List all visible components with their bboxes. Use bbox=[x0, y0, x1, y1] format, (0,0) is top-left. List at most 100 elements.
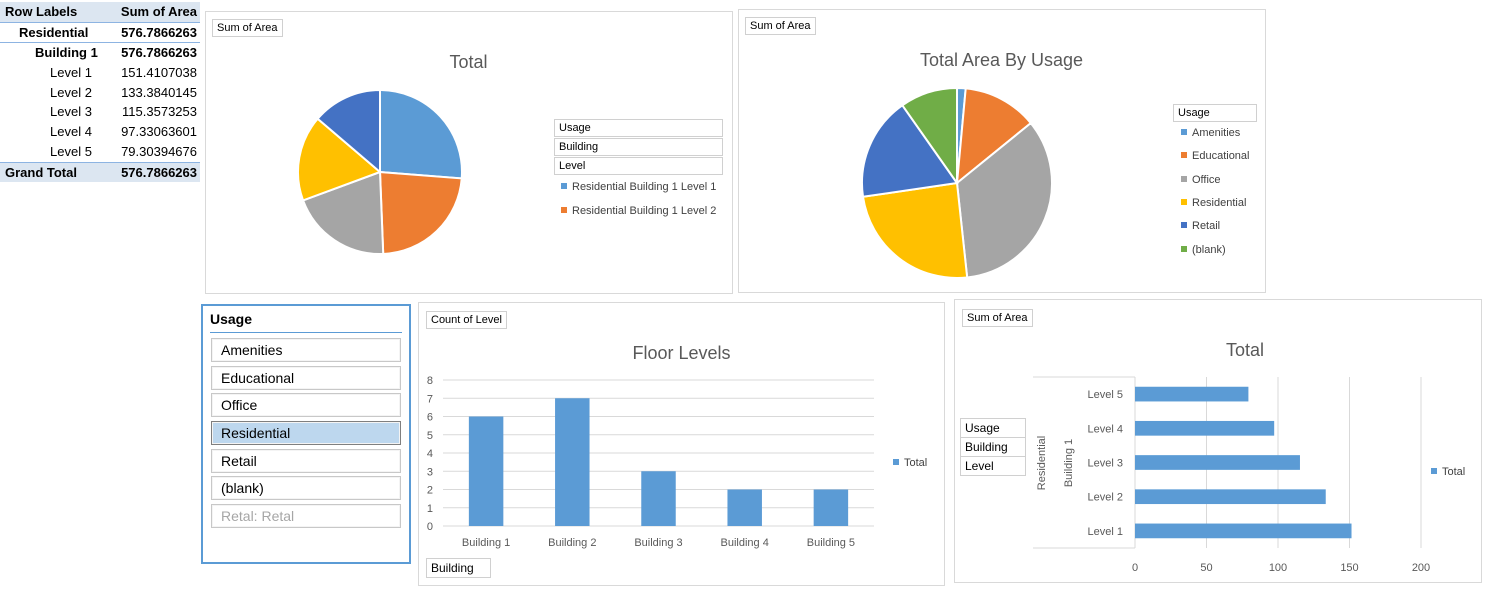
pivot-row-level-5[interactable]: Level 5 79.30394676 bbox=[0, 142, 200, 162]
legend-field-level[interactable]: Level bbox=[554, 157, 723, 175]
legend-swatch bbox=[561, 183, 567, 190]
legend-entry: Residential Building 1 Level 2 bbox=[561, 205, 716, 217]
pivot-row-value: 576.7866263 bbox=[121, 45, 197, 61]
legend-label: Total bbox=[904, 457, 928, 469]
x-tick-label: Building 1 bbox=[462, 537, 510, 549]
pie-slice[interactable] bbox=[316, 88, 381, 175]
bar[interactable] bbox=[1135, 489, 1326, 505]
bar[interactable] bbox=[641, 471, 676, 526]
y-tick-label: 2 bbox=[427, 485, 433, 497]
pivot-row-residential[interactable]: Residential 576.7866263 bbox=[0, 23, 200, 44]
bar[interactable] bbox=[468, 416, 504, 527]
y-tick-label: 4 bbox=[427, 448, 433, 460]
legend-label: Amenities bbox=[1192, 127, 1241, 139]
bar-chart-total[interactable]: Sum of Area Total Usage Building Level 0… bbox=[954, 299, 1482, 583]
legend-field-usage[interactable]: Usage bbox=[1173, 104, 1257, 122]
pivot-row-label: Level 4 bbox=[50, 124, 92, 140]
y-tick-label: Level 2 bbox=[1088, 492, 1123, 504]
slicer-divider bbox=[210, 332, 402, 333]
pivot-row-level-1[interactable]: Level 1 151.4107038 bbox=[0, 63, 200, 83]
bar-plot: 0 50 100 150 200 Residential Building 1 Level 1… bbox=[1033, 376, 1430, 574]
slicer-item-residential[interactable]: Residential bbox=[211, 421, 401, 445]
slicer-item-blank[interactable]: (blank) bbox=[211, 476, 401, 500]
column-plot: 0 1 2 3 4 5 6 7 8 Building 1 Building 2 Building 3 B… bbox=[427, 375, 874, 549]
slicer-item-retail[interactable]: Retail bbox=[211, 449, 401, 473]
pie-slice[interactable] bbox=[861, 103, 959, 198]
bar[interactable] bbox=[1135, 523, 1352, 539]
y-tick-label: Level 5 bbox=[1088, 389, 1123, 401]
legend-swatch bbox=[1181, 245, 1187, 252]
slicer-item-amenities[interactable]: Amenities bbox=[211, 338, 401, 362]
group-label-usage: Residential bbox=[1036, 436, 1048, 490]
legend-entry: Total bbox=[893, 457, 927, 469]
y-tick-label: 7 bbox=[427, 393, 433, 405]
axis-field-building[interactable]: Building bbox=[960, 437, 1026, 457]
bar[interactable] bbox=[555, 398, 590, 526]
slicer-item-office[interactable]: Office bbox=[211, 393, 401, 417]
legend-entry: Total bbox=[1431, 466, 1465, 478]
chart-title: Total bbox=[449, 52, 488, 72]
legend-label: (blank) bbox=[1192, 243, 1226, 256]
legend-swatch bbox=[1181, 129, 1187, 136]
y-tick-label: Level 3 bbox=[1088, 458, 1123, 470]
x-tick-label: Building 5 bbox=[807, 537, 855, 549]
pie-chart-usage[interactable]: Sum of Area Total Area By Usage Usage Am… bbox=[738, 9, 1266, 293]
pie-slice[interactable] bbox=[900, 86, 958, 187]
legend-swatch bbox=[561, 207, 567, 214]
pivot-grand-value: 576.7866263 bbox=[121, 164, 197, 180]
pivot-table: Row Labels Sum of Area Residential 576.7… bbox=[0, 2, 200, 183]
axis-field-level[interactable]: Level bbox=[960, 456, 1026, 476]
x-tick-label: 150 bbox=[1340, 562, 1358, 574]
legend-entry: Educational bbox=[1181, 150, 1250, 162]
legend-entry: Amenities bbox=[1181, 127, 1240, 139]
bar[interactable] bbox=[727, 489, 762, 527]
slicer-title: Usage bbox=[210, 311, 253, 327]
pie-slice[interactable] bbox=[861, 181, 969, 279]
y-tick-label: 1 bbox=[427, 503, 433, 515]
y-tick-label: 5 bbox=[427, 430, 433, 442]
slicer-item-educational[interactable]: Educational bbox=[211, 366, 401, 390]
pie-slice[interactable] bbox=[955, 121, 1053, 279]
chart-title: Total Area By Usage bbox=[919, 50, 1084, 70]
pivot-grand-total-row[interactable]: Grand Total 576.7866263 bbox=[0, 161, 200, 183]
pivot-row-building-1[interactable]: Building 1 576.7866263 bbox=[0, 43, 200, 63]
bar[interactable] bbox=[1135, 420, 1275, 436]
pivot-row-level-4[interactable]: Level 4 97.33063601 bbox=[0, 122, 200, 142]
y-tick-label: 0 bbox=[427, 521, 433, 533]
legend-field-building[interactable]: Building bbox=[554, 138, 723, 156]
value-field-button[interactable]: Sum of Area bbox=[745, 17, 816, 35]
pivot-row-value: 79.30394676 bbox=[121, 143, 197, 159]
legend-label: Retail bbox=[1192, 220, 1221, 233]
legend-entry: Residential bbox=[1181, 197, 1246, 209]
legend-label: Educational bbox=[1192, 150, 1250, 163]
usage-slicer[interactable]: Usage Amenities Educational Office Resid… bbox=[201, 304, 411, 564]
bar[interactable] bbox=[813, 489, 849, 527]
pie-slice[interactable] bbox=[301, 170, 385, 255]
value-field-button[interactable]: Sum of Area bbox=[212, 19, 283, 37]
column-chart-floor-levels[interactable]: Count of Level Floor Levels 0 1 2 3 4 5 6 7 8 Bui… bbox=[418, 302, 945, 586]
chart-title: Floor Levels bbox=[632, 343, 731, 363]
legend-label: Residential bbox=[1192, 196, 1247, 209]
pie-slice[interactable] bbox=[378, 170, 463, 255]
legend-swatch bbox=[1181, 222, 1187, 229]
slicer-item-retal[interactable]: Retal: Retal bbox=[211, 504, 401, 528]
y-tick-label: Level 4 bbox=[1088, 423, 1123, 435]
bar[interactable] bbox=[1135, 386, 1249, 402]
pie-slice[interactable] bbox=[297, 117, 382, 202]
legend-swatch bbox=[1181, 175, 1187, 182]
x-tick-label: Building 3 bbox=[634, 537, 682, 549]
x-tick-label: 0 bbox=[1132, 562, 1138, 574]
pie-slice[interactable] bbox=[955, 87, 1033, 186]
pivot-row-value: 151.4107038 bbox=[121, 65, 197, 81]
pivot-header-label[interactable]: Row Labels bbox=[5, 4, 78, 19]
pivot-row-level-2[interactable]: Level 2 133.3840145 bbox=[0, 83, 200, 103]
value-field-button[interactable]: Count of Level bbox=[426, 311, 507, 329]
bar[interactable] bbox=[1135, 455, 1300, 470]
pivot-row-level-3[interactable]: Level 3 115.3573253 bbox=[0, 102, 200, 122]
value-field-button[interactable]: Sum of Area bbox=[962, 309, 1033, 327]
pie-slice[interactable] bbox=[379, 88, 463, 180]
axis-field-building[interactable]: Building bbox=[426, 558, 491, 578]
legend-field-usage[interactable]: Usage bbox=[554, 119, 723, 137]
legend-swatch bbox=[1181, 198, 1187, 205]
pie-chart-total[interactable]: Sum of Area Total Usage Building Level R… bbox=[205, 11, 733, 294]
